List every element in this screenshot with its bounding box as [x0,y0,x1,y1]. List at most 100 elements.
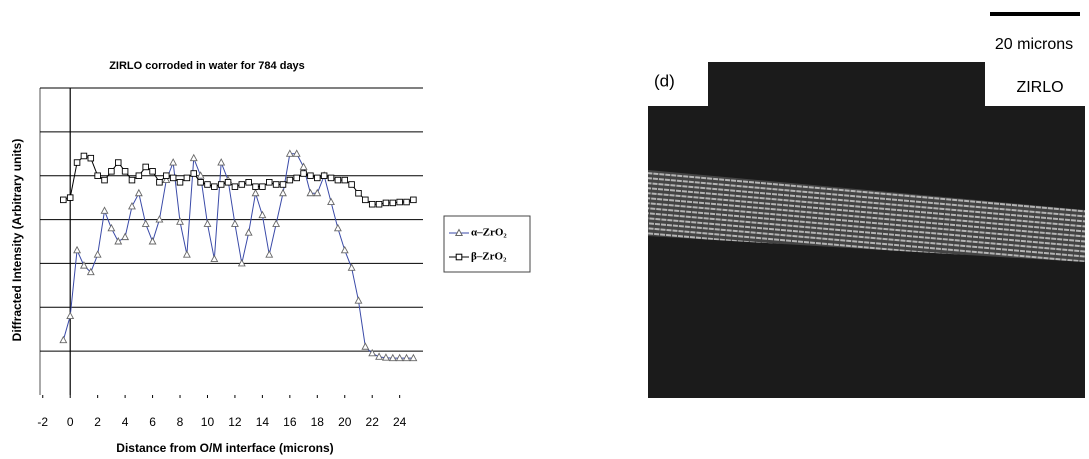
legend-marker [455,253,463,261]
point [327,174,335,182]
x-tick-label: 4 [122,415,129,429]
x-tick-label: 14 [256,415,270,429]
y-axis-title: Diffracted Intensity (Arbitrary units) [10,139,24,342]
point [224,179,232,186]
point [334,176,342,184]
point [244,228,253,236]
point [340,245,349,254]
x-tick-label: 20 [338,415,352,429]
point [266,179,273,186]
point [314,174,321,182]
point [73,245,82,254]
point [258,210,267,219]
point [128,201,136,210]
series-line [63,155,414,205]
point [128,176,136,184]
point [79,261,88,269]
point [368,348,377,357]
point [134,188,143,197]
point [265,250,274,258]
point [333,223,342,232]
legend-label: α–ZrO₂ [471,227,507,239]
x-tick-label: 12 [228,415,242,429]
x-tick-label: 24 [393,415,407,429]
x-tick-label: -2 [37,415,48,429]
point [368,200,376,208]
point [163,172,170,179]
point [108,168,115,175]
point [402,353,411,362]
point [347,263,356,271]
point [259,183,266,190]
point [155,215,164,223]
material-label: ZIRLO [1016,79,1063,96]
point [388,353,397,362]
x-axis-title: Distance from O/M interface (microns) [116,441,333,455]
x-tick-label: 8 [177,415,184,429]
x-tick-label: 2 [94,415,101,429]
legend-box [443,215,531,273]
point [66,194,74,201]
point [354,296,363,304]
point [80,152,88,160]
point [409,353,418,362]
point [361,342,370,350]
point [231,183,239,190]
point [73,159,81,166]
point [176,217,184,225]
point [203,219,212,227]
x-tick-label: 6 [149,415,156,429]
point [348,181,355,188]
point [396,198,403,206]
point [327,197,335,205]
point [210,254,219,262]
point [176,179,184,186]
point [107,223,116,232]
point [189,153,198,162]
point [114,237,123,245]
point [217,158,226,166]
point [142,163,149,171]
series-line [62,153,414,359]
point [285,149,294,157]
legend-marker [454,228,464,236]
point [279,188,287,197]
point [355,190,362,197]
point [272,181,280,188]
point [204,181,211,188]
point [389,199,397,207]
point [211,183,218,190]
point [375,200,383,208]
point [362,196,369,204]
point [59,335,68,344]
point [114,159,122,166]
point [196,171,205,179]
point [182,250,191,258]
point [100,206,109,214]
point [300,170,307,177]
legend-label: β–ZrO₂ [471,251,507,263]
point [375,352,384,360]
x-tick-label: 0 [67,415,74,429]
point [251,188,260,197]
point [395,353,404,362]
point [272,219,281,227]
point [156,179,163,186]
oxide-band [648,170,1085,262]
point [93,250,102,258]
point [382,199,390,207]
point [286,176,294,184]
point [101,176,108,184]
point [403,198,410,206]
panel-tab [648,62,708,106]
x-tick-label: 22 [366,415,380,429]
point [121,232,130,241]
point [141,219,150,227]
material-tab [985,62,1085,106]
point [86,267,95,276]
point [60,196,67,204]
point [279,181,287,188]
point [94,172,101,179]
point [306,188,315,197]
